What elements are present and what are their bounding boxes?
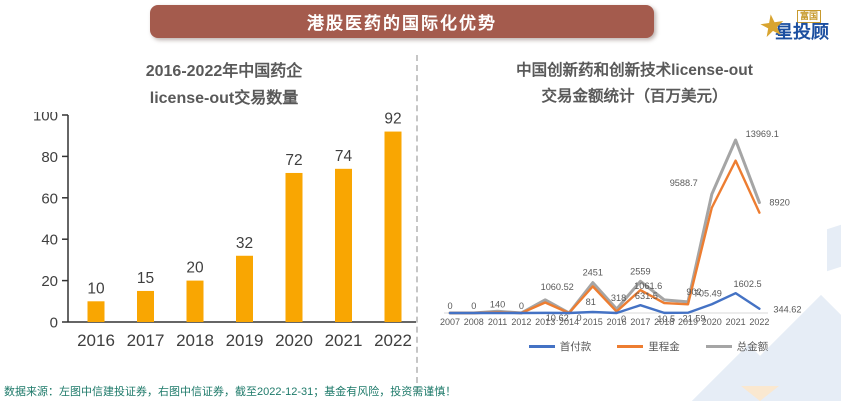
panel-divider	[416, 55, 418, 393]
data-label: 81	[586, 297, 596, 307]
legend-label: 首付款	[559, 341, 592, 353]
y-tick-label: 60	[41, 190, 58, 207]
data-label: 2451	[583, 268, 603, 278]
data-label: 10.5	[657, 314, 675, 324]
y-tick-label: 40	[41, 232, 58, 249]
legend-item-里程金: 里程金	[617, 339, 680, 354]
legend-item-总金额: 总金额	[705, 339, 769, 354]
brand-small-label: 富国	[796, 10, 821, 23]
x-tick-label: 2015	[583, 317, 603, 327]
data-label: 0	[576, 313, 581, 323]
data-label: 140	[490, 299, 505, 309]
bar-value-label: 74	[335, 148, 353, 165]
x-tick-label: 2018	[654, 317, 674, 327]
bar-value-label: 92	[384, 112, 401, 128]
data-source-note: 数据来源：左图中信建投证券，右图中信证券，截至2022-12-31；基金有风险，…	[4, 386, 457, 398]
line-chart-panel: 中国创新药和创新技术license-out 交易金额统计（百万美元） 2007 2…	[432, 58, 837, 354]
x-tick-label: 2021	[325, 331, 363, 350]
bar-value-label: 72	[285, 152, 302, 169]
x-tick-label: 2018	[176, 331, 214, 350]
data-label: 1061.6	[634, 281, 662, 291]
bar-2020	[285, 172, 303, 322]
bar-2019	[236, 255, 253, 322]
brand-logo-text: 富国 星投顾	[775, 10, 829, 42]
data-label: 318	[611, 293, 626, 303]
bar-chart-panel: 2016-2022年中国药企 license-out交易数量 0 20 40 60 80…	[28, 58, 420, 361]
data-label: 10.62	[546, 313, 569, 323]
x-tick-label: 2011	[488, 317, 507, 327]
data-label: 0	[519, 301, 524, 311]
data-label: 705.49	[694, 288, 722, 298]
bar-chart: 0 20 40 60 80 100 10 2016 15 2017 20 2018 32 2019 72 20…	[33, 108, 416, 350]
data-label: 1602.5	[734, 279, 762, 289]
x-tick-label: 2007	[440, 317, 460, 327]
legend-swatch	[705, 345, 732, 348]
x-tick-label: 2008	[464, 317, 484, 327]
legend-item-首付款: 首付款	[528, 339, 592, 354]
x-tick-label: 2021	[726, 317, 746, 327]
chart-legend: 首付款 里程金 总金额	[446, 339, 841, 354]
bar-2018	[186, 280, 204, 322]
line-chart: 2007 2008 2011 2012 2013 2014 2015 2016 2017 2018…	[440, 129, 802, 327]
bar-value-label: 15	[137, 270, 154, 287]
x-tick-label: 2013	[535, 317, 555, 327]
data-label: 902	[686, 287, 701, 297]
x-tick-label: 2016	[607, 317, 627, 327]
bar-value-label: 10	[87, 280, 105, 297]
brand-main-label: 星投顾	[775, 22, 829, 42]
data-label: 344.62	[773, 305, 801, 315]
x-tick-label: 2020	[275, 331, 313, 350]
x-tick-label: 2019	[226, 331, 264, 350]
x-tick-label: 2022	[374, 331, 412, 350]
data-label: 631.5	[635, 291, 658, 301]
bar-2021	[335, 168, 352, 322]
bar-value-label: 20	[186, 260, 204, 277]
bar-2017	[137, 290, 154, 322]
x-tick-label: 2014	[559, 317, 579, 327]
data-label: 2559	[630, 266, 650, 276]
x-tick-label: 2020	[702, 317, 722, 327]
bar-chart-title-line2: license-out交易数量	[149, 90, 299, 107]
data-label: 0	[471, 301, 476, 311]
brand-logo: ★ 富国 星投顾	[756, 2, 829, 45]
data-label: 21.59	[683, 314, 706, 324]
x-tick-label: 2016	[77, 331, 115, 350]
legend-swatch	[528, 345, 555, 348]
line-chart-title-line2: 交易金额统计（百万美元）	[541, 88, 728, 105]
page-title: 港股医药的国际化优势	[307, 14, 497, 33]
x-tick-label: 2012	[511, 317, 531, 327]
star-icon: ★	[756, 8, 789, 45]
y-tick-label: 80	[41, 149, 58, 166]
x-tick-label: 2017	[127, 331, 165, 350]
line-chart-title-line1: 中国创新药和创新技术license-out	[516, 62, 753, 79]
bar-chart-title-line1: 2016-2022年中国药企	[145, 63, 303, 80]
legend-label: 总金额	[736, 341, 769, 353]
data-label: 8920	[769, 198, 789, 208]
data-label: 1060.52	[541, 282, 574, 292]
series-line-首付款	[448, 291, 761, 315]
x-tick-label: 2017	[630, 317, 650, 327]
data-label: 0	[447, 301, 452, 311]
y-tick-label: 100	[33, 112, 58, 125]
bar-2016	[87, 301, 105, 322]
y-tick-label: 0	[50, 315, 58, 332]
x-tick-label: 2019	[678, 317, 698, 327]
legend-swatch	[617, 345, 644, 348]
legend-label: 里程金	[648, 341, 680, 353]
data-label: 9588.7	[670, 178, 698, 188]
bar-2022	[384, 131, 402, 322]
bar-value-label: 32	[236, 235, 253, 252]
y-tick-label: 20	[41, 273, 58, 290]
data-label: 0	[621, 314, 626, 324]
x-tick-label: 2022	[749, 317, 769, 327]
series-line-总金额	[448, 138, 761, 315]
data-label: 13969.1	[746, 129, 779, 139]
page-title-banner: 港股医药的国际化优势	[150, 5, 654, 38]
